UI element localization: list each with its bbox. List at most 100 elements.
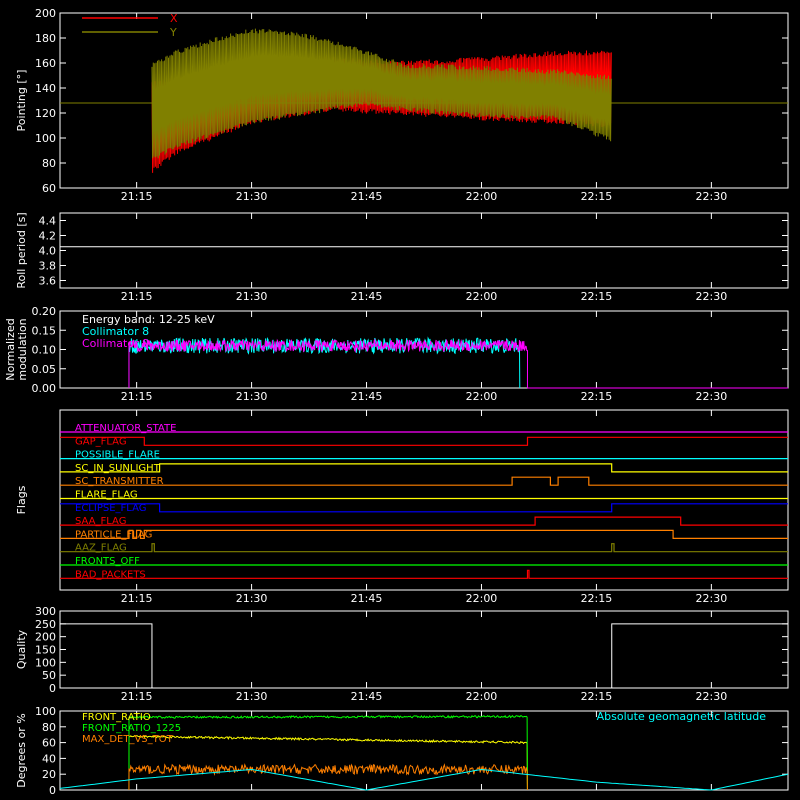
flag-line xyxy=(60,516,788,526)
series-line xyxy=(59,768,789,791)
flag-label: SC_IN_SUNLIGHT xyxy=(75,463,161,474)
x-tick-label: 21:15 xyxy=(121,190,153,203)
x-tick-label: 21:45 xyxy=(351,690,383,703)
x-tick-label: 22:15 xyxy=(581,592,613,605)
x-tick-label: 21:30 xyxy=(236,390,268,403)
x-tick-label: 22:30 xyxy=(696,190,728,203)
y-tick-label: 100 xyxy=(35,132,56,145)
y-axis-label: Degrees or % xyxy=(15,713,28,787)
x-tick-label: 22:30 xyxy=(696,690,728,703)
panel-pointing: 60 80 100 120 140 160 180 200 21:15 21:30 21:45 22:… xyxy=(15,7,789,203)
y-tick-label: 100 xyxy=(35,705,56,718)
y-tick-label: 4.2 xyxy=(39,230,57,243)
y-tick-label: 60 xyxy=(42,737,56,750)
series-line xyxy=(151,50,612,173)
axes-frame xyxy=(59,409,789,591)
panel-ratios: 0 20 40 60 80 100 Degrees or % FRONT_RATIOFRONT… xyxy=(15,705,789,797)
x-tick-label: 21:15 xyxy=(121,592,153,605)
y-tick-label: 0.10 xyxy=(32,344,57,357)
flag-label: GAP_FLAG xyxy=(75,436,127,447)
y-tick-label: 180 xyxy=(35,32,56,45)
flag-line xyxy=(60,503,788,513)
flag-label: BAD_PACKETS xyxy=(75,569,146,580)
x-tick-label: 21:15 xyxy=(121,390,153,403)
y-tick-label: 120 xyxy=(35,107,56,120)
y-tick-label: 80 xyxy=(42,157,56,170)
y-tick-label: 0.05 xyxy=(32,363,57,376)
x-tick-label: 21:30 xyxy=(236,592,268,605)
y-tick-label: 250 xyxy=(35,618,56,631)
x-tick-label: 22:00 xyxy=(466,390,498,403)
axes-frame xyxy=(59,12,789,189)
flag-label: POSSIBLE_FLARE xyxy=(75,450,160,461)
flag-label: AAZ_FLAG xyxy=(75,543,127,554)
y-tick-label: 200 xyxy=(35,7,56,20)
flag-line xyxy=(60,463,788,473)
legend-label: Y xyxy=(169,26,177,39)
panel-flags: 21:15 21:30 21:45 22:00 22:15 22:30 Flags ATTEN… xyxy=(15,409,789,605)
series-line xyxy=(60,623,788,689)
y-tick-label: 160 xyxy=(35,57,56,70)
flag-line xyxy=(60,436,788,446)
x-tick-label: 21:30 xyxy=(236,290,268,303)
series-line xyxy=(128,734,528,791)
flag-line xyxy=(60,569,788,579)
y-tick-label: 150 xyxy=(35,644,56,657)
y-tick-label: 4.4 xyxy=(39,215,57,228)
axes-frame xyxy=(59,710,789,791)
y-tick-label: 300 xyxy=(35,605,56,618)
flag-label: SC_TRANSMITTER xyxy=(75,476,164,487)
y-tick-label: 20 xyxy=(42,768,56,781)
x-tick-label: 21:45 xyxy=(351,290,383,303)
y-axis-label: Pointing [°] xyxy=(15,70,28,132)
annotation: Energy band: 12-25 keV xyxy=(82,313,215,326)
x-tick-label: 22:15 xyxy=(581,190,613,203)
y-tick-label: 3.8 xyxy=(39,260,57,273)
legend-label: Collimator 9 xyxy=(82,337,149,350)
y-tick-label: 4.0 xyxy=(39,245,57,258)
x-tick-label: 21:30 xyxy=(236,690,268,703)
x-tick-label: 21:45 xyxy=(351,390,383,403)
x-tick-label: 21:45 xyxy=(351,190,383,203)
y-tick-label: 0.00 xyxy=(32,382,57,395)
x-tick-label: 22:30 xyxy=(696,592,728,605)
x-tick-label: 22:15 xyxy=(581,690,613,703)
panel-modulation: 0.00 0.05 0.10 0.15 0.20 21:15 21:30 21:45 22:00… xyxy=(4,305,789,403)
y-axis-label: Quality xyxy=(15,629,28,669)
series-line xyxy=(128,336,521,389)
x-tick-label: 22:15 xyxy=(581,390,613,403)
flag-line xyxy=(60,476,788,486)
y-tick-label: 40 xyxy=(42,752,56,765)
legend-label: MAX_DET_VS_TOT xyxy=(82,734,174,745)
y-axis-label: modulation xyxy=(16,318,29,380)
x-tick-label: 22:15 xyxy=(581,290,613,303)
y-tick-label: 80 xyxy=(42,721,56,734)
x-tick-label: 22:00 xyxy=(466,690,498,703)
y-tick-label: 0 xyxy=(49,784,56,797)
y-tick-label: 200 xyxy=(35,631,56,644)
y-tick-label: 140 xyxy=(35,82,56,95)
series-line xyxy=(151,28,612,159)
y-tick-label: 50 xyxy=(42,669,56,682)
legend-label: X xyxy=(170,12,178,25)
y-tick-label: 3.6 xyxy=(39,275,57,288)
axes-frame xyxy=(59,212,789,289)
x-tick-label: 21:30 xyxy=(236,190,268,203)
legend-label: Absolute geomagnetic latitude xyxy=(597,710,767,723)
flag-label: PARTICLE_FLAG xyxy=(75,529,152,540)
y-tick-label: 0.15 xyxy=(32,324,57,337)
legend-label: FRONT_RATIO_1225 xyxy=(82,723,181,734)
flag-label: FRONTS_OFF xyxy=(75,556,140,567)
series-line xyxy=(128,338,529,389)
series-line xyxy=(128,763,528,791)
x-tick-label: 21:45 xyxy=(351,592,383,605)
series-line xyxy=(128,714,528,791)
x-tick-label: 22:00 xyxy=(466,290,498,303)
x-tick-label: 22:00 xyxy=(466,592,498,605)
x-tick-label: 21:15 xyxy=(121,690,153,703)
panel-roll-period: 3.6 3.8 4.0 4.2 4.4 21:15 21:30 21:45 22:00 22:15… xyxy=(15,212,789,303)
flag-line xyxy=(60,543,788,553)
legend-label: FRONT_RATIO xyxy=(82,712,151,723)
